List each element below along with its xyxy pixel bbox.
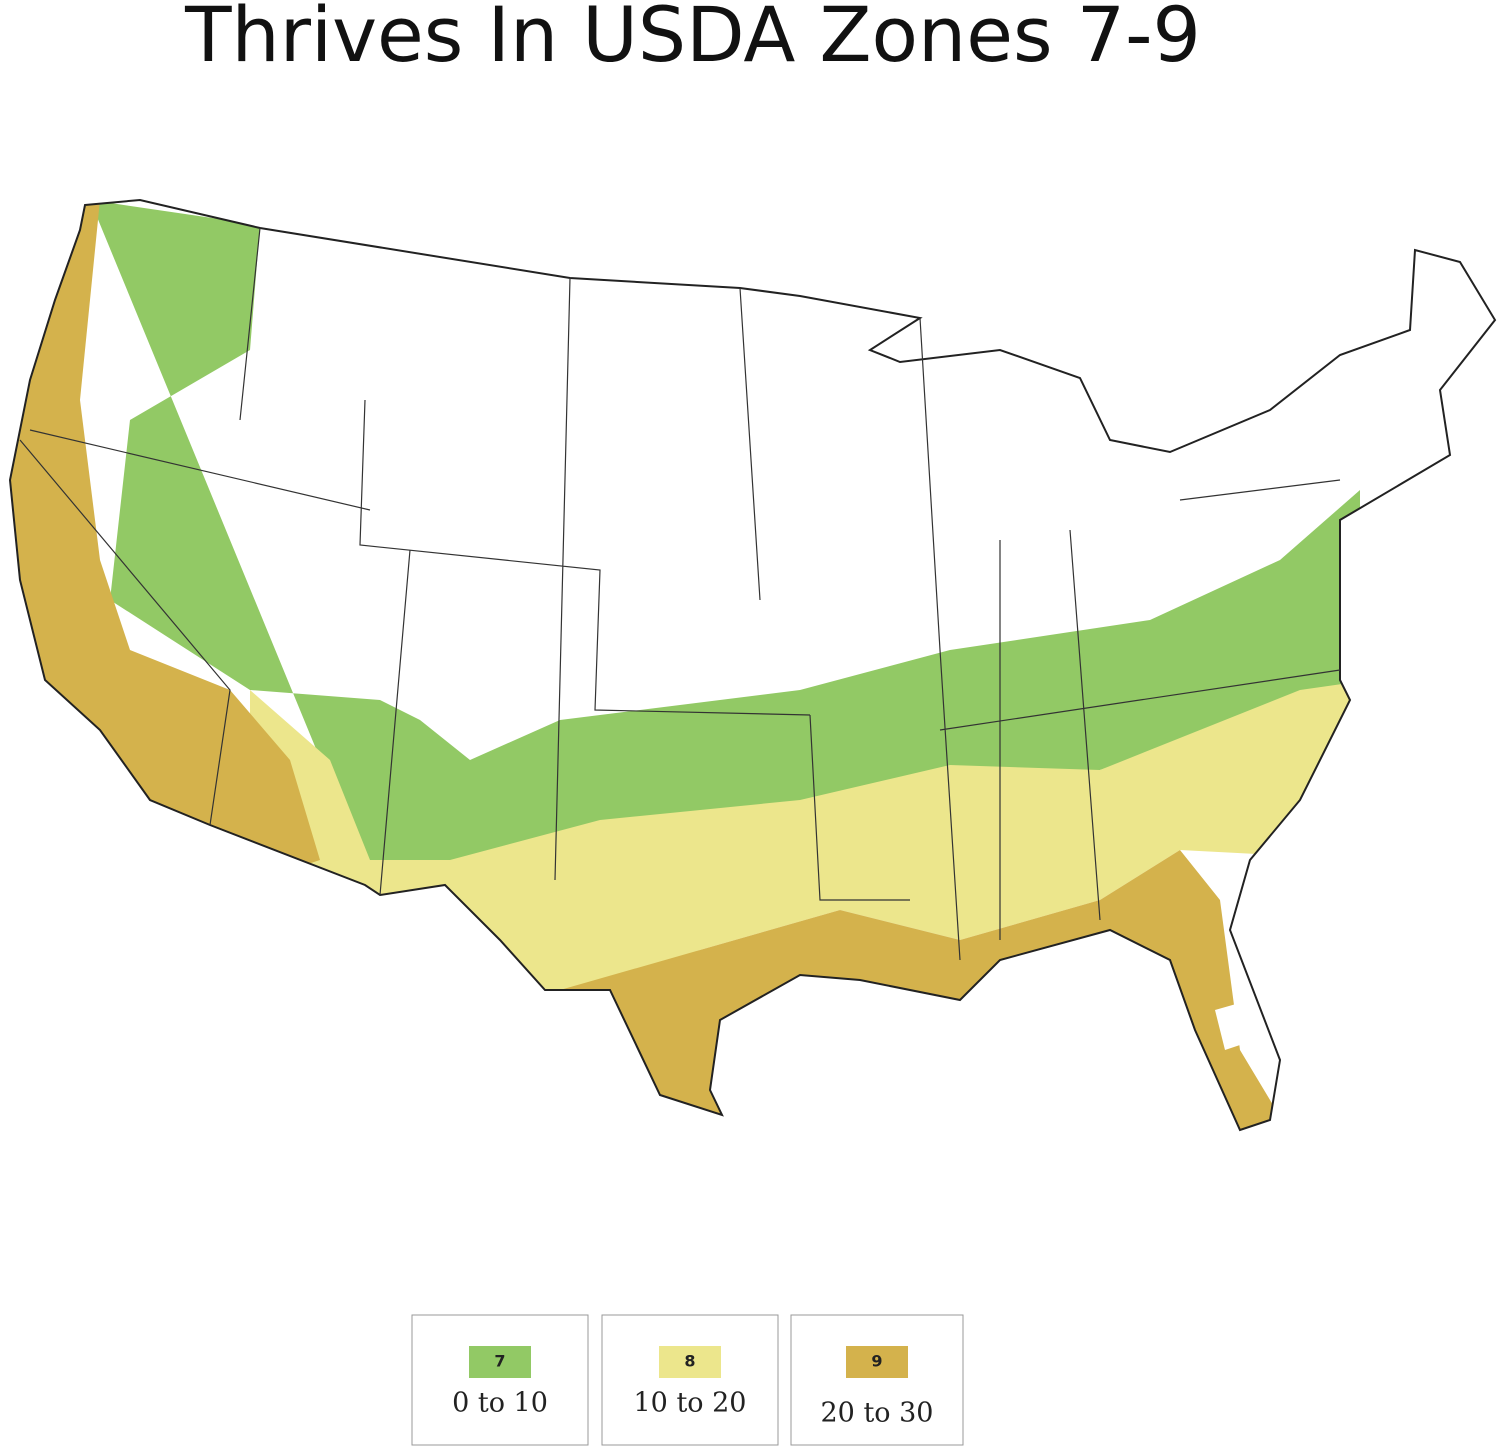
legend: 7 0 to 10 8 10 to 20 9 20 to 30 bbox=[411, 1314, 964, 1446]
legend-box bbox=[411, 1314, 589, 1446]
legend-range: 10 to 20 bbox=[634, 1388, 747, 1419]
legend-swatch bbox=[469, 1346, 531, 1378]
legend-range: 0 to 10 bbox=[452, 1388, 548, 1419]
legend-zone: 9 bbox=[871, 1352, 882, 1371]
zone-8-area bbox=[250, 680, 1370, 1000]
legend-zone: 7 bbox=[494, 1352, 505, 1371]
us-map bbox=[9, 199, 1496, 1131]
zone-7-area bbox=[90, 200, 1360, 880]
title: Thrives In USDA Zones 7-9 bbox=[184, 0, 1201, 79]
legend-zone: 8 bbox=[684, 1352, 695, 1371]
legend-swatch bbox=[659, 1346, 721, 1378]
state-lines bbox=[19, 227, 1341, 961]
lake-area bbox=[1215, 1000, 1255, 1050]
legend-swatch bbox=[846, 1346, 908, 1378]
legend-box bbox=[601, 1314, 779, 1446]
legend-box bbox=[790, 1314, 964, 1446]
legend-item: 8 10 to 20 bbox=[601, 1314, 779, 1446]
legend-item: 7 0 to 10 bbox=[411, 1314, 589, 1446]
legend-range: 20 to 30 bbox=[821, 1398, 934, 1429]
legend-item: 9 20 to 30 bbox=[790, 1314, 964, 1446]
